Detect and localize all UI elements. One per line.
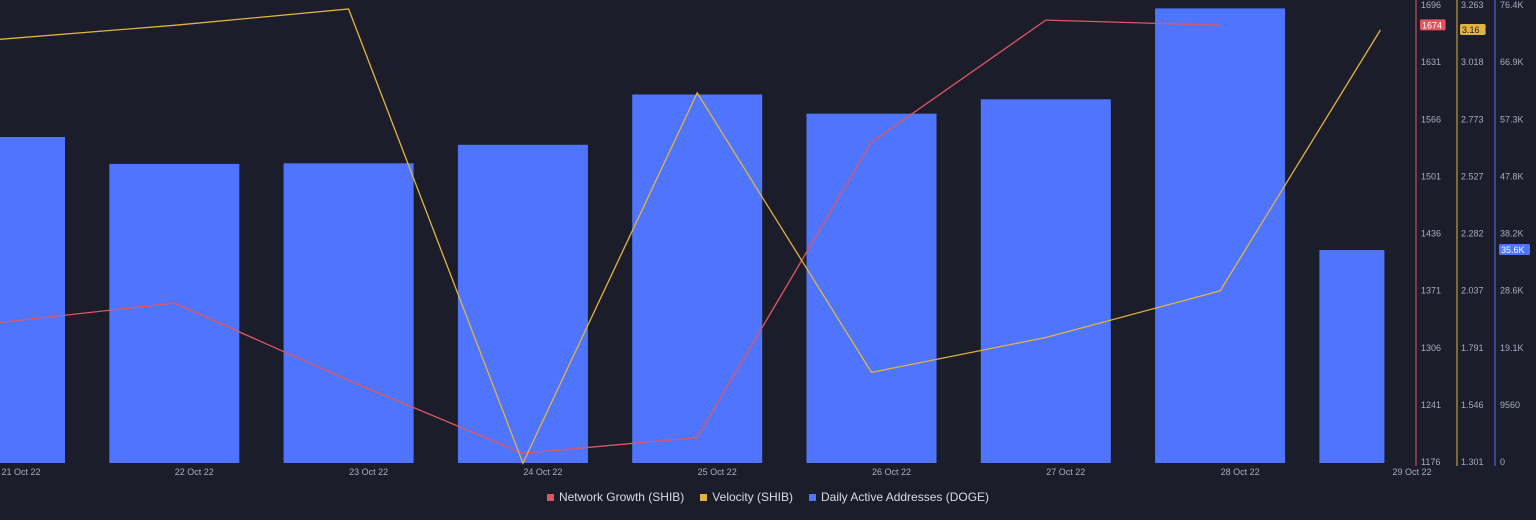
network-growth-tick-label: 1696: [1421, 0, 1441, 10]
legend-label-velocity: Velocity (SHIB): [712, 490, 793, 504]
velocity-tick-label: 1.791: [1461, 343, 1484, 353]
network-growth-tick-label: 1306: [1421, 343, 1441, 353]
legend-item-velocity[interactable]: Velocity (SHIB): [700, 490, 793, 504]
x-tick-label: 28 Oct 22: [1221, 467, 1260, 477]
network-growth-current-badge: [1420, 19, 1446, 31]
network-growth-tick-label: 1501: [1421, 171, 1441, 181]
velocity-tick-label: 1.301: [1461, 457, 1484, 467]
velocity-tick-label: 2.527: [1461, 171, 1484, 181]
bar-4: [457, 144, 588, 463]
x-tick-label: 25 Oct 22: [698, 467, 737, 477]
bar-7: [980, 99, 1111, 463]
x-tick-label: 21 Oct 22: [1, 467, 40, 477]
chart: 21 Oct 22 22 Oct 22 23 Oct 22 24 Oct 22 25 O…: [0, 0, 1530, 477]
active-addresses-tick-label: 57.3K: [1500, 114, 1524, 124]
legend-item-active-addresses[interactable]: Daily Active Addresses (DOGE): [809, 490, 989, 504]
legend-swatch-velocity: [700, 493, 708, 501]
bar-6: [806, 113, 937, 463]
velocity-tick-label: 1.546: [1461, 400, 1484, 410]
active-addresses-tick-label: 28.6K: [1500, 286, 1524, 296]
legend-swatch-network-growth: [546, 493, 554, 501]
active-addresses-tick-label: 38.2K: [1500, 229, 1524, 239]
active-addresses-current-badge: [1499, 244, 1530, 256]
x-tick-label: 29 Oct 22: [1392, 467, 1431, 477]
network-growth-tick-label: 1631: [1421, 57, 1441, 67]
network-growth-line: [0, 19, 1221, 454]
active-addresses-tick-label: 76.4K: [1500, 0, 1524, 10]
x-tick-label: 23 Oct 22: [349, 467, 388, 477]
bar-1: [0, 136, 65, 463]
active-addresses-tick-label: 47.8K: [1500, 171, 1524, 181]
bar-2: [109, 163, 240, 463]
bar-3: [283, 163, 414, 464]
active-addresses-tick-label: 19.1K: [1500, 343, 1524, 353]
active-addresses-tick-label: 0: [1500, 457, 1505, 467]
bar-5: [632, 94, 763, 463]
velocity-line: [0, 8, 1381, 465]
network-growth-tick-label: 1566: [1421, 114, 1441, 124]
active-addresses-tick-label: 9560: [1500, 400, 1520, 410]
bar-9: [1319, 250, 1385, 463]
velocity-current-badge: [1460, 23, 1486, 35]
velocity-tick-label: 2.773: [1461, 114, 1484, 124]
velocity-tick-label: 2.282: [1461, 229, 1484, 239]
active-addresses-tick-label: 66.9K: [1500, 57, 1524, 67]
legend-label-active-addresses: Daily Active Addresses (DOGE): [821, 490, 990, 504]
bar-8: [1155, 8, 1286, 463]
network-growth-tick-label: 1176: [1421, 457, 1440, 467]
network-growth-tick-label: 1436: [1421, 229, 1441, 239]
legend-label-network-growth: Network Growth (SHIB): [558, 490, 685, 504]
network-growth-tick-label: 1241: [1421, 400, 1441, 410]
velocity-current-label: 3.16: [1462, 25, 1480, 35]
legend-item-network-growth[interactable]: Network Growth (SHIB): [546, 490, 685, 504]
velocity-tick-label: 2.037: [1461, 286, 1484, 296]
velocity-tick-label: 3.263: [1461, 0, 1484, 10]
x-tick-label: 27 Oct 22: [1046, 467, 1085, 477]
x-tick-label: 22 Oct 22: [175, 467, 214, 477]
x-tick-label: 24 Oct 22: [523, 467, 562, 477]
x-tick-label: 26 Oct 22: [872, 467, 911, 477]
legend-swatch-active-addresses: [809, 493, 816, 501]
network-growth-current-label: 1674: [1422, 20, 1442, 30]
active-addresses-current-label: 35.6K: [1501, 245, 1525, 255]
legend: Network Growth (SHIB) Velocity (SHIB) Da…: [0, 490, 1536, 504]
velocity-tick-label: 3.018: [1461, 57, 1484, 67]
network-growth-tick-label: 1371: [1421, 286, 1441, 296]
